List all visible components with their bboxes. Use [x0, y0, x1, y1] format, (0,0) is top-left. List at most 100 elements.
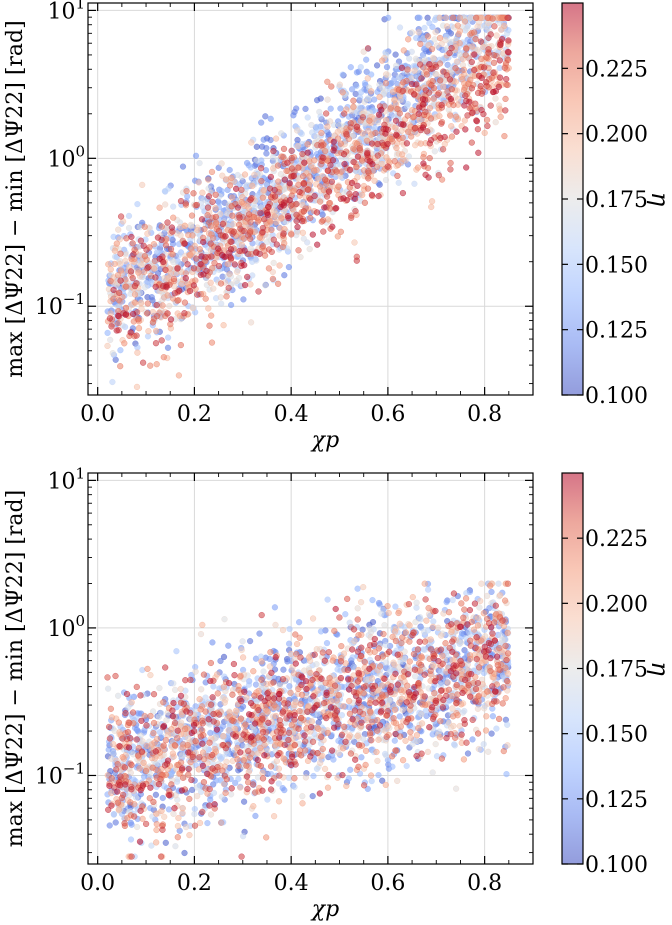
- scatter-point: [316, 198, 324, 205]
- scatter-point: [137, 262, 145, 269]
- scatter-point: [131, 282, 139, 290]
- scatter-point: [442, 14, 450, 21]
- scatter-point: [264, 796, 271, 803]
- scatter-point: [348, 179, 356, 187]
- scatter-point: [323, 639, 331, 647]
- scatter-point: [140, 773, 148, 780]
- scatter-point: [259, 228, 266, 236]
- scatter-point: [144, 310, 151, 317]
- scatter-point: [209, 234, 217, 242]
- scatter-point: [293, 211, 300, 218]
- scatter-point: [211, 259, 218, 267]
- scatter-point: [489, 15, 496, 22]
- scatter-point: [252, 812, 259, 820]
- scatter-point: [367, 88, 375, 95]
- scatter-point: [475, 149, 482, 156]
- scatter-point: [208, 168, 216, 176]
- scatter-point: [160, 258, 167, 266]
- scatter-point: [417, 140, 424, 147]
- scatter-point: [206, 322, 213, 329]
- scatter-point: [278, 153, 285, 160]
- y-tick-label: 101: [47, 0, 85, 24]
- scatter-point: [236, 214, 243, 221]
- scatter-point: [461, 102, 468, 109]
- scatter-point: [487, 102, 494, 109]
- scatter-point: [276, 262, 283, 269]
- scatter-point: [453, 58, 461, 65]
- scatter-point: [297, 253, 304, 261]
- scatter-point: [418, 75, 425, 82]
- scatter-point: [428, 82, 435, 89]
- scatter-point: [354, 182, 361, 189]
- scatter-point: [181, 222, 189, 230]
- scatter-point: [501, 132, 508, 140]
- plot-frame: [87, 2, 534, 396]
- scatter-point: [429, 769, 436, 776]
- scatter-point: [174, 775, 181, 783]
- scatter-point: [164, 219, 171, 226]
- scatter-point: [253, 143, 260, 150]
- scatter-point: [181, 849, 188, 857]
- scatter-point: [217, 657, 224, 665]
- scatter-point: [152, 327, 160, 335]
- scatter-point: [411, 180, 418, 187]
- scatter-point: [461, 117, 468, 124]
- scatter-point: [421, 24, 428, 32]
- scatter-point: [399, 706, 406, 713]
- scatter-point: [107, 336, 114, 344]
- scatter-point: [133, 823, 141, 831]
- scatter-point: [104, 685, 112, 692]
- scatter-point: [430, 618, 437, 625]
- scatter-point: [205, 305, 212, 312]
- scatter-point: [115, 296, 122, 304]
- scatter-point: [230, 220, 237, 228]
- scatter-point: [147, 362, 154, 369]
- scatter-point: [441, 133, 448, 141]
- scatter-point: [234, 204, 242, 211]
- scatter-point: [383, 642, 390, 649]
- scatter-point: [314, 710, 322, 717]
- scatter-point: [353, 123, 361, 130]
- scatter-point: [382, 80, 390, 87]
- axis-ticks: [88, 3, 534, 395]
- scatter-point: [324, 123, 331, 130]
- scatter-point: [279, 243, 286, 251]
- scatter-point: [339, 89, 346, 96]
- scatter-point: [396, 73, 403, 81]
- scatter-point: [452, 785, 460, 792]
- scatter-point: [380, 90, 387, 97]
- scatter-point: [492, 95, 499, 102]
- scatter-point: [340, 151, 348, 158]
- scatter-point: [388, 135, 396, 143]
- scatter-point: [448, 133, 456, 140]
- scatter-point: [499, 636, 506, 643]
- scatter-point: [128, 233, 135, 241]
- scatter-point: [485, 748, 492, 755]
- scatter-point: [271, 193, 279, 200]
- scatter-point: [133, 332, 140, 339]
- scatter-point: [207, 240, 214, 247]
- scatter-point: [150, 265, 158, 272]
- scatter-point: [390, 659, 397, 666]
- scatter-point: [446, 49, 453, 57]
- scatter-point: [190, 190, 197, 197]
- colorbar-tick-label: 0.100: [585, 384, 648, 409]
- scatter-point: [351, 195, 359, 202]
- scatter-point: [238, 241, 246, 249]
- scatter-point: [264, 211, 272, 219]
- scatter-point: [144, 300, 151, 307]
- scatter-point: [273, 241, 280, 248]
- scatter-point: [411, 67, 418, 74]
- scatter-point: [462, 92, 469, 99]
- y-tick-label: 10−1: [35, 290, 85, 320]
- scatter-point: [295, 247, 302, 254]
- scatter-point: [140, 242, 147, 249]
- scatter-point: [116, 236, 123, 243]
- scatter-point: [478, 74, 485, 82]
- scatter-point: [345, 113, 353, 120]
- scatter-point: [225, 284, 232, 292]
- scatter-point: [292, 676, 299, 683]
- scatter-point: [178, 280, 185, 288]
- scatter-point: [443, 598, 450, 606]
